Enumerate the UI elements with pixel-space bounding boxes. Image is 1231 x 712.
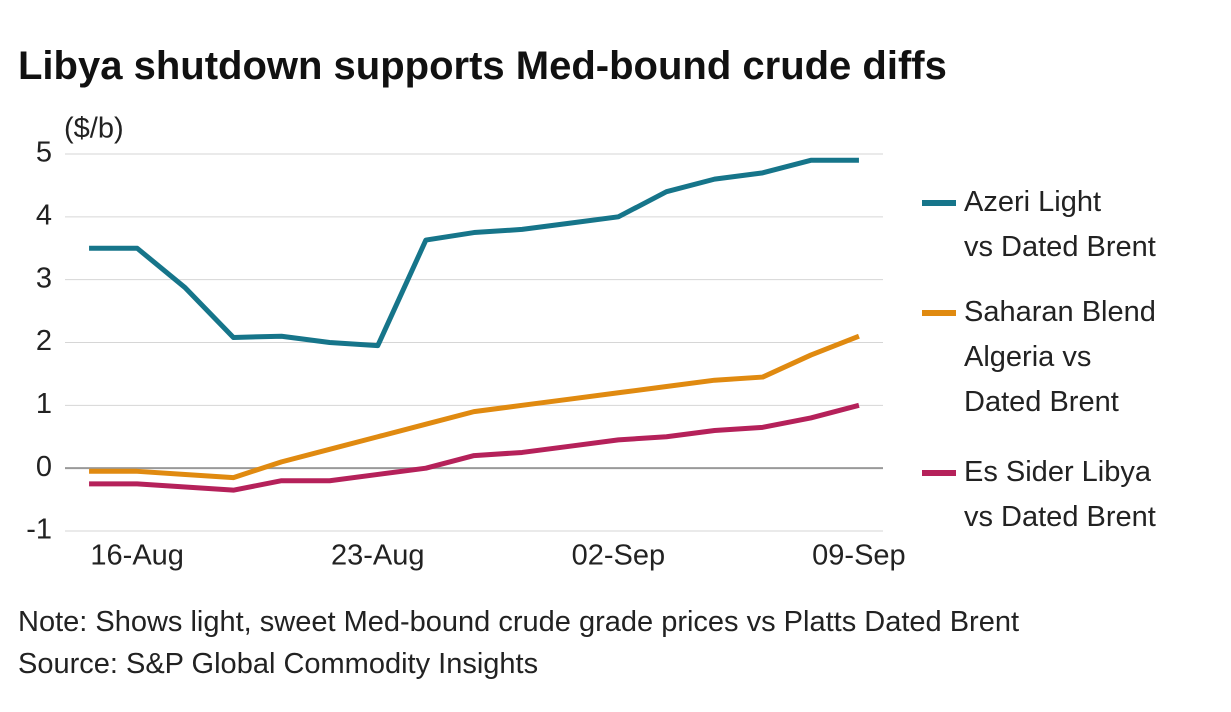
y-tick-label: 2	[36, 325, 52, 357]
x-tick-label: 02-Sep	[572, 540, 666, 572]
legend-label: Azeri Light vs Dated Brent	[964, 186, 1156, 263]
x-tick-label: 09-Sep	[812, 540, 906, 572]
y-tick-label: -1	[26, 514, 52, 546]
x-tick-label: 23-Aug	[331, 540, 425, 572]
y-tick-label: 4	[36, 199, 52, 231]
legend-label: Saharan Blend Algeria vs Dated Brent	[964, 296, 1156, 418]
note: Note: Shows light, sweet Med-bound crude…	[18, 606, 1020, 638]
y-tick-label: 5	[36, 137, 52, 169]
chart-title: Libya shutdown supports Med-bound crude …	[18, 44, 947, 88]
y-axis-label: ($/b)	[64, 113, 124, 145]
source: Source: S&P Global Commodity Insights	[18, 648, 539, 680]
legend-swatch	[922, 310, 956, 316]
legend-swatch	[922, 200, 956, 206]
series-line	[89, 333, 860, 481]
x-tick-label: 16-Aug	[90, 540, 184, 572]
y-tick-label: 0	[36, 451, 52, 483]
y-tick-label: 1	[36, 388, 52, 420]
legend-swatch	[922, 470, 956, 476]
series-line	[89, 157, 859, 349]
y-tick-label: 3	[36, 262, 52, 294]
series-line	[89, 402, 860, 493]
legend-label: Es Sider Libya vs Dated Brent	[964, 456, 1156, 533]
